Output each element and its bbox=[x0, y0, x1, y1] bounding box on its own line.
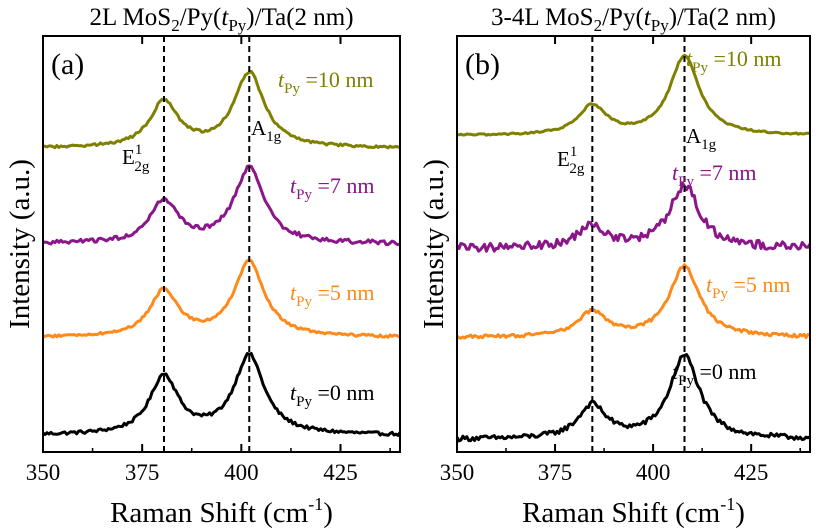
series-label-2: tPy =7 nm bbox=[672, 160, 757, 190]
series-label-0: tPy =0 nm bbox=[672, 359, 757, 389]
series-line-2 bbox=[455, 181, 812, 253]
x-tick-label: 425 bbox=[734, 460, 769, 485]
x-tick-label: 425 bbox=[323, 460, 358, 485]
series-line-0 bbox=[42, 352, 402, 437]
series-label-2: tPy =7 nm bbox=[290, 173, 375, 203]
series-line-3 bbox=[42, 69, 401, 150]
x-tick-label: 350 bbox=[26, 460, 61, 485]
panel-b: 3-4L MoS2/Py(tPy)/Ta(2 nm) 350 375 400 425 Ra… bbox=[418, 4, 812, 529]
chart-title: 2L MoS2/Py(tPy)/Ta(2 nm) bbox=[89, 4, 353, 35]
y-axis-label: Intensity (a.u.) bbox=[4, 159, 36, 329]
panel-label: (b) bbox=[465, 48, 500, 81]
a1g-label: A1g bbox=[251, 116, 282, 145]
e2g-label: E1 2g bbox=[122, 142, 150, 175]
a1g-label: A1g bbox=[686, 124, 717, 153]
series-line-1 bbox=[42, 259, 401, 339]
series-label-1: tPy =5 nm bbox=[706, 272, 791, 302]
series-label-3: tPy =10 nm bbox=[278, 67, 374, 97]
y-axis-label: Intensity (a.u.) bbox=[418, 159, 450, 329]
series-label-3: tPy =10 nm bbox=[686, 46, 782, 76]
x-axis-label: Raman Shift (cm-1) bbox=[522, 494, 745, 529]
x-tick-label: 375 bbox=[538, 460, 573, 485]
series-line-0 bbox=[455, 353, 811, 443]
panel-label: (a) bbox=[51, 48, 84, 81]
series-line-2 bbox=[42, 164, 401, 247]
x-tick-label: 350 bbox=[440, 460, 475, 485]
panel-a: 2L MoS2/Py(tPy)/Ta(2 nm) 350 375 400 425 Rama… bbox=[4, 4, 402, 529]
series-line-1 bbox=[455, 263, 811, 340]
series-label-0: tPy =0 nm bbox=[290, 380, 375, 410]
x-axis-label: Raman Shift (cm-1) bbox=[110, 494, 333, 529]
chart-title: 3-4L MoS2/Py(tPy)/Ta(2 nm) bbox=[491, 4, 776, 35]
e2g-label: E1 2g bbox=[557, 144, 585, 177]
x-tick-label: 375 bbox=[125, 460, 160, 485]
series-line-3 bbox=[456, 53, 810, 137]
plot-frame bbox=[42, 35, 401, 453]
series-label-1: tPy =5 nm bbox=[290, 280, 375, 310]
plot-frame bbox=[456, 35, 811, 453]
x-tick-label: 400 bbox=[224, 460, 259, 485]
x-tick-label: 400 bbox=[636, 460, 671, 485]
